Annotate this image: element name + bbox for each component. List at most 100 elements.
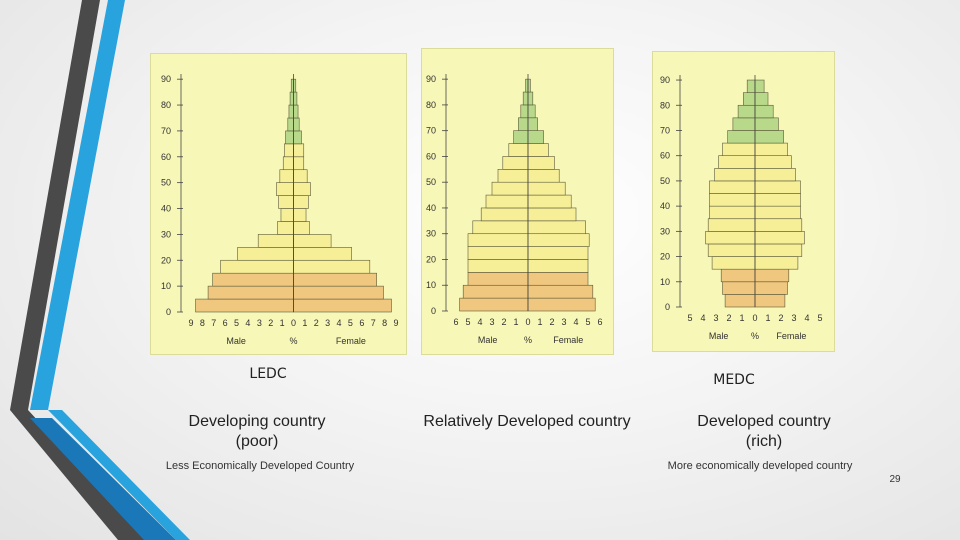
x-tick-label: 0	[752, 313, 757, 323]
pyramid-bar-female	[754, 294, 786, 308]
x-tick-label: 2	[549, 317, 554, 327]
y-tick-label: 40	[426, 203, 436, 213]
caption-developing: Developing country (poor)	[157, 412, 357, 452]
x-tick-label: 3	[325, 318, 330, 328]
y-tick-label: 50	[660, 176, 670, 186]
y-tick-label: 70	[426, 126, 436, 136]
y-tick-label: 40	[161, 204, 171, 214]
x-label-percent: %	[751, 331, 759, 341]
y-tick-label: 30	[660, 226, 670, 236]
pyramid-bar-female	[527, 233, 590, 247]
x-tick-label: 8	[382, 318, 387, 328]
y-tick-label: 70	[660, 125, 670, 135]
y-tick-label: 0	[166, 307, 171, 317]
pyramid-bar-male	[472, 220, 529, 235]
caption-developed-line2: (rich)	[745, 433, 783, 450]
x-tick-label: 5	[234, 318, 239, 328]
pyramid-bar-female	[754, 92, 769, 106]
pyramid-bar-female	[293, 247, 352, 261]
x-tick-label: 2	[726, 313, 731, 323]
pyramid-bar-female	[754, 130, 784, 144]
pyramid-bar-male	[195, 298, 294, 313]
pyramid-bar-male	[737, 104, 756, 119]
pyramid-bar-female	[754, 231, 805, 245]
y-tick-label: 90	[660, 75, 670, 85]
pyramid-bar-female	[754, 268, 790, 283]
x-tick-label: 7	[211, 318, 216, 328]
pyramid-bar-male	[502, 156, 529, 170]
caption-developed-line1: Developed country	[697, 413, 831, 430]
y-tick-label: 70	[161, 126, 171, 136]
pyramid-bar-female	[527, 104, 536, 119]
pyramid-bar-male	[491, 181, 529, 196]
pyramid-bar-female	[293, 104, 299, 119]
x-label-female: Female	[776, 331, 806, 341]
x-tick-label: 7	[371, 318, 376, 328]
note-less-economically-developed: Less Economically Developed Country	[165, 460, 355, 472]
pyramid-bar-female	[754, 193, 801, 207]
pyramid-bar-male	[280, 208, 294, 222]
x-tick-label: 4	[700, 313, 705, 323]
x-tick-label: 0	[525, 317, 530, 327]
x-tick-label: 1	[302, 318, 307, 328]
pyramid-bar-female	[527, 207, 577, 222]
x-tick-label: 4	[804, 313, 809, 323]
x-tick-label: 5	[817, 313, 822, 323]
pyramid-bar-male	[513, 130, 529, 144]
y-tick-label: 50	[161, 178, 171, 188]
caption-developing-line1: Developing country	[188, 413, 326, 430]
x-tick-label: 3	[489, 317, 494, 327]
pyramid-bar-female	[293, 182, 311, 196]
medc-label: MEDC	[713, 372, 755, 388]
x-tick-label: 4	[245, 318, 250, 328]
ledc-label: LEDC	[249, 366, 287, 382]
pyramid-bar-female	[754, 168, 796, 182]
y-tick-label: 40	[660, 201, 670, 211]
y-tick-label: 80	[161, 100, 171, 110]
pyramid-bar-female	[293, 259, 371, 274]
x-label-percent: %	[289, 336, 297, 346]
pyramid-bar-female	[754, 180, 801, 194]
pyramid-bar-male	[467, 272, 529, 286]
x-tick-label: 1	[280, 318, 285, 328]
x-tick-label: 2	[778, 313, 783, 323]
pyramid-bar-female	[293, 221, 310, 235]
pyramid-bar-female	[293, 285, 384, 300]
x-tick-label: 5	[348, 318, 353, 328]
x-tick-label: 6	[223, 318, 228, 328]
pyramid-bar-female	[293, 234, 332, 248]
x-tick-label: 0	[291, 318, 296, 328]
pyramid-bar-male	[497, 169, 529, 183]
pyramid-bar-male	[257, 234, 294, 248]
pyramid-bar-male	[276, 182, 294, 196]
pyramid-bar-female	[754, 142, 788, 156]
caption-relatively-developed: Relatively Developed country	[423, 413, 631, 430]
y-tick-label: 80	[660, 100, 670, 110]
pyramid-bar-male	[289, 91, 294, 106]
x-tick-label: 3	[791, 313, 796, 323]
pyramid-bar-male	[714, 168, 756, 182]
pyramid-bar-male	[277, 221, 294, 235]
pyramid-bar-male	[285, 130, 294, 145]
x-tick-label: 3	[561, 317, 566, 327]
y-tick-label: 20	[161, 255, 171, 265]
pyramid-bar-male	[709, 180, 756, 194]
x-tick-label: 4	[337, 318, 342, 328]
x-label-male: Male	[478, 335, 498, 345]
pyramid-bar-female	[527, 143, 549, 157]
pyramid-bar-male	[722, 142, 756, 156]
y-tick-label: 30	[161, 229, 171, 239]
x-tick-label: 1	[513, 317, 518, 327]
pyramid-bar-male	[287, 117, 294, 132]
pyramid-bar-female	[293, 130, 302, 145]
ribbon-dark-foot	[10, 410, 148, 540]
pyramid-bar-female	[527, 156, 555, 170]
x-tick-label: 4	[477, 317, 482, 327]
x-tick-label: 5	[465, 317, 470, 327]
pyramid-bar-female	[293, 208, 307, 222]
pyramid-bar-male	[718, 155, 756, 169]
pyramid-bar-male	[518, 117, 529, 131]
x-tick-label: 2	[268, 318, 273, 328]
